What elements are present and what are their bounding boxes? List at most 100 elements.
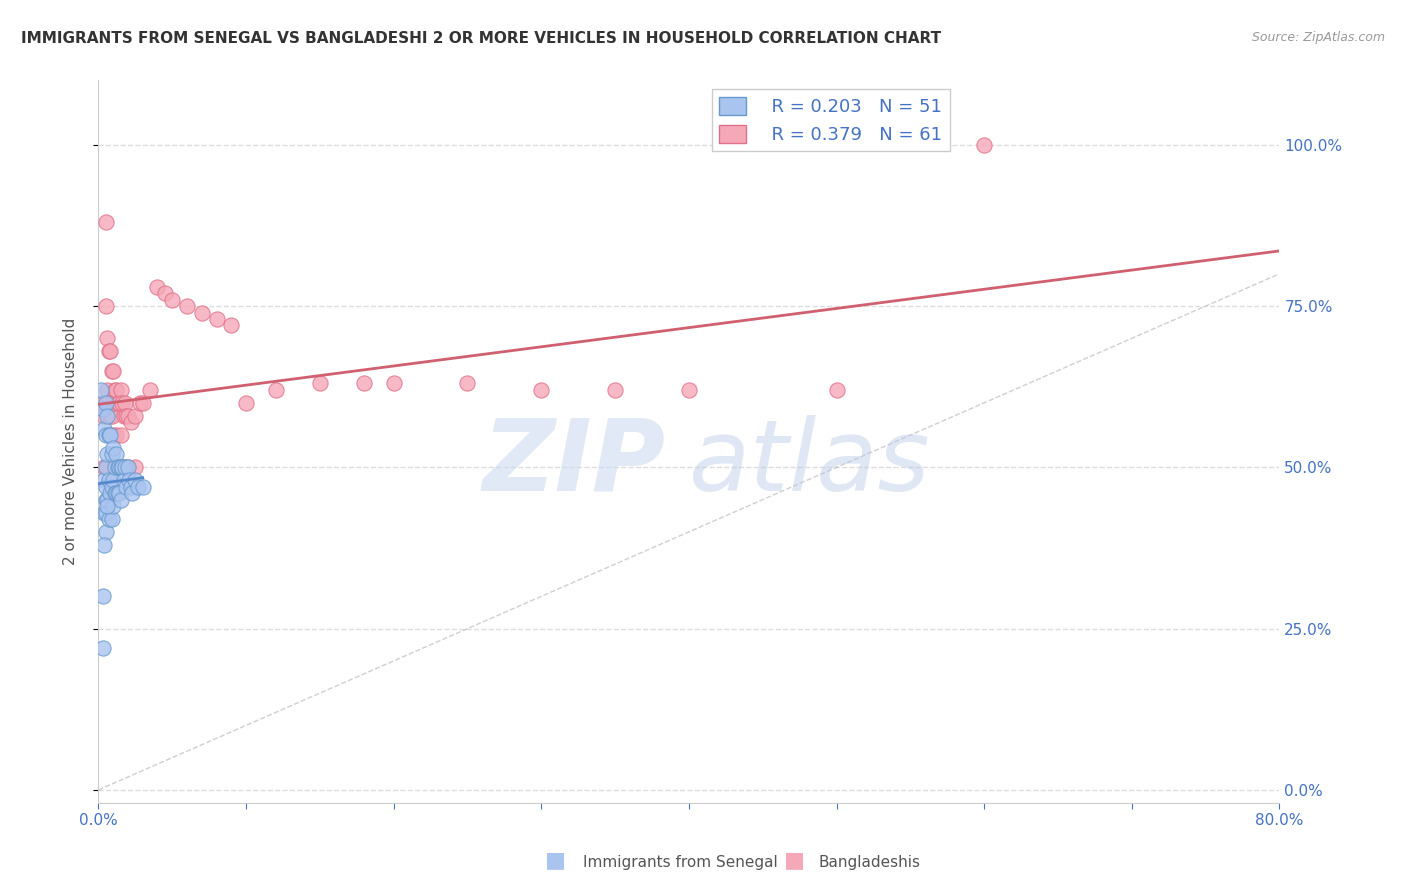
Point <box>93 409 115 423</box>
Point <box>108 396 131 410</box>
Point <box>98 428 121 442</box>
Text: atlas: atlas <box>689 415 931 512</box>
Point <box>110 383 132 397</box>
Point <box>118 473 141 487</box>
Point <box>117 460 139 475</box>
Point <box>94 524 117 539</box>
Point <box>973 137 995 152</box>
Point <box>96 447 118 461</box>
Point <box>111 396 134 410</box>
Y-axis label: 2 or more Vehicles in Household: 2 or more Vehicles in Household <box>63 318 77 566</box>
Point <box>103 441 125 455</box>
Point <box>100 480 122 494</box>
Text: Immigrants from Senegal: Immigrants from Senegal <box>583 855 779 870</box>
Point <box>112 473 135 487</box>
Point <box>309 376 332 391</box>
Point <box>114 460 136 475</box>
Point <box>100 447 122 461</box>
Point <box>93 506 115 520</box>
Text: ■: ■ <box>785 850 804 870</box>
Point <box>108 460 131 475</box>
Point <box>97 460 120 475</box>
Point <box>205 312 228 326</box>
Point <box>91 590 114 604</box>
Point <box>100 409 122 423</box>
Point <box>153 286 176 301</box>
Point <box>128 396 150 410</box>
Point <box>120 415 142 429</box>
Point <box>108 486 131 500</box>
Point <box>98 409 121 423</box>
Point <box>103 396 125 410</box>
Point <box>139 383 162 397</box>
Point <box>97 396 120 410</box>
Point <box>124 409 146 423</box>
Point <box>94 428 117 442</box>
Point <box>90 383 112 397</box>
Point <box>94 480 117 494</box>
Point <box>103 473 125 487</box>
Point <box>100 363 122 377</box>
Point <box>94 215 117 229</box>
Point <box>112 409 135 423</box>
Point <box>96 409 118 423</box>
Point <box>96 383 118 397</box>
Point <box>96 492 118 507</box>
Point <box>103 460 125 475</box>
Point <box>91 402 114 417</box>
Point <box>105 447 128 461</box>
Point <box>93 473 115 487</box>
Point <box>235 396 257 410</box>
Point <box>93 422 115 436</box>
Point <box>678 383 700 397</box>
Point <box>114 396 136 410</box>
Point <box>96 499 118 513</box>
Point <box>103 499 125 513</box>
Point <box>117 460 139 475</box>
Point <box>104 460 127 475</box>
Point <box>605 383 627 397</box>
Point <box>221 318 243 333</box>
Point <box>132 396 155 410</box>
Point <box>825 383 848 397</box>
Point <box>132 480 155 494</box>
Point <box>127 480 149 494</box>
Point <box>98 460 121 475</box>
Point <box>104 383 127 397</box>
Point <box>110 460 132 475</box>
Point <box>353 376 375 391</box>
Point <box>115 480 138 494</box>
Point <box>120 480 142 494</box>
Point <box>121 486 143 500</box>
Point <box>97 512 120 526</box>
Point <box>93 538 115 552</box>
Point <box>98 486 121 500</box>
Point <box>94 506 117 520</box>
Point <box>97 492 120 507</box>
Point <box>457 376 479 391</box>
Text: Source: ZipAtlas.com: Source: ZipAtlas.com <box>1251 31 1385 45</box>
Point <box>107 396 129 410</box>
Point <box>94 396 117 410</box>
Point <box>105 383 128 397</box>
Point <box>105 428 128 442</box>
Point <box>97 428 120 442</box>
Text: IMMIGRANTS FROM SENEGAL VS BANGLADESHI 2 OR MORE VEHICLES IN HOUSEHOLD CORRELATI: IMMIGRANTS FROM SENEGAL VS BANGLADESHI 2… <box>21 31 941 46</box>
Text: ■: ■ <box>546 850 565 870</box>
Point <box>98 344 121 359</box>
Point <box>107 460 129 475</box>
Point <box>162 293 183 307</box>
Point <box>111 460 134 475</box>
Point <box>97 344 120 359</box>
Point <box>115 409 138 423</box>
Point <box>146 279 169 293</box>
Point <box>97 473 120 487</box>
Point <box>191 305 214 319</box>
Point <box>105 460 128 475</box>
Point <box>117 409 139 423</box>
Point <box>176 299 198 313</box>
Point <box>114 460 136 475</box>
Point <box>91 640 114 655</box>
Point <box>382 376 405 391</box>
Point <box>107 486 129 500</box>
